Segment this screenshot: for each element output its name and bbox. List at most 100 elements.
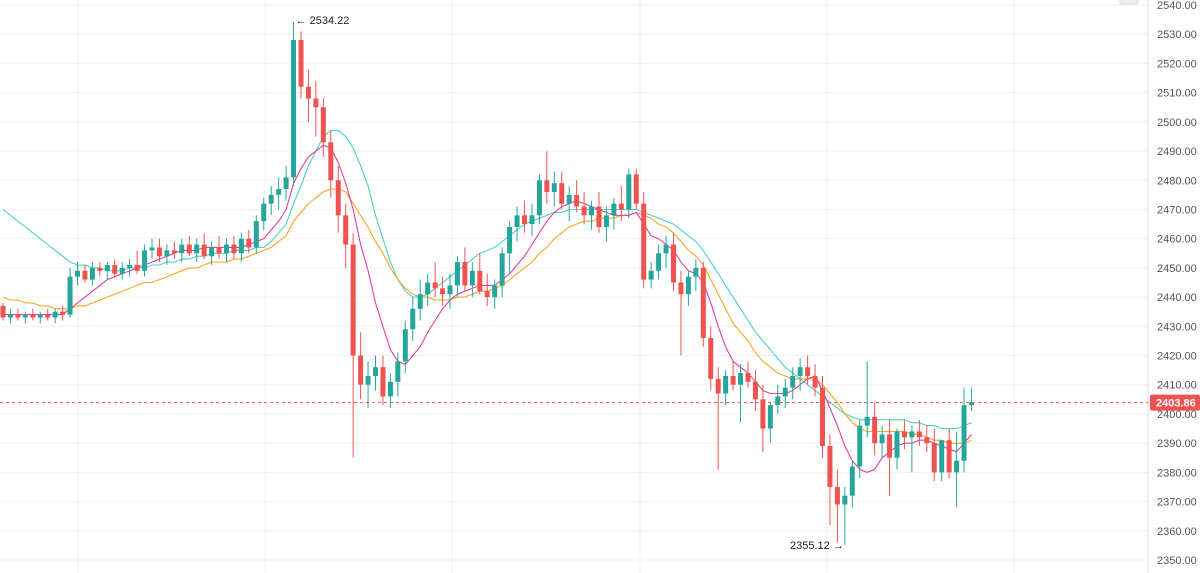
candle-up [961,405,967,461]
candle-down [343,215,349,245]
candle-up [425,282,431,295]
candle-down [931,443,937,473]
candle-up [291,40,297,178]
candle-up [89,267,95,280]
y-tick-label: 2430.00 [1157,321,1197,333]
candle-down [320,107,326,143]
candle-down [0,305,6,318]
y-tick-label: 2440.00 [1157,292,1197,304]
candle-down [186,244,192,254]
candle-down [97,267,103,271]
candle-up [67,276,73,315]
candle-up [253,221,259,248]
candle-up [447,285,453,295]
y-tick-label: 2530.00 [1157,29,1197,41]
candle-down [171,250,177,254]
candle-down [231,244,237,254]
candle-up [373,367,378,376]
candle-up [52,311,58,318]
candle-up [589,206,595,216]
candle-down [380,367,386,397]
candle-up [790,375,796,388]
annotations: ← 2534.22 2355.12 → [296,15,844,552]
candle-down [484,291,490,298]
candle-up [365,375,371,385]
candle-down [700,267,706,338]
candle-up [909,431,915,438]
current-price-label: 2403.86 [1156,398,1196,410]
candle-down [45,314,51,318]
candle-up [693,267,699,277]
candle-up [469,270,475,286]
candle-up [164,250,170,257]
candle-down [462,262,468,286]
candle-down [313,98,319,108]
candle-down [246,238,252,248]
candle-down [618,203,624,210]
candle-up [127,264,133,268]
candle-up [514,215,520,227]
candle-down [641,203,647,280]
y-tick-label: 2370.00 [1157,497,1197,509]
candle-up [738,373,744,385]
y-tick-label: 2390.00 [1157,438,1197,450]
high-annotation: ← 2534.22 [296,15,350,27]
candle-down [820,387,825,447]
candle-down [440,288,446,295]
candle-down [559,183,565,204]
candle-up [395,361,401,382]
y-tick-label: 2400.00 [1157,409,1197,421]
candle-down [156,247,162,257]
y-tick-label: 2510.00 [1157,88,1197,100]
candle-up [283,177,289,190]
candle-up [417,294,423,309]
y-tick-label: 2540.00 [1157,0,1197,12]
candle-down [827,446,833,487]
candle-down [678,282,684,295]
candle-down [82,270,88,280]
candle-up [797,367,803,376]
candle-down [901,431,907,438]
candle-up [551,183,557,192]
candle-down [544,180,550,192]
candle-up [454,262,460,286]
y-tick-label: 2520.00 [1157,58,1197,70]
candle-up [879,434,885,444]
candle-up [857,425,863,467]
candle-down [708,338,714,379]
candle-down [574,194,580,207]
candle-down [15,314,21,318]
y-tick-label: 2480.00 [1157,175,1197,187]
candle-up [626,174,632,210]
candle-down [358,355,364,385]
candle-down [335,180,341,216]
candle-down [328,142,334,181]
candle-down [134,264,140,271]
settings-icon[interactable] [1119,0,1139,5]
candle-up [603,215,609,227]
candle-up [142,250,148,271]
candle-up [37,314,43,318]
candle-up [969,402,974,406]
candle-down [671,244,676,283]
candle-down [216,247,222,254]
candle-down [812,375,818,388]
y-tick-label: 2460.00 [1157,234,1197,246]
candle-up [119,267,125,274]
candle-down [596,206,602,227]
candle-up [767,405,773,429]
candle-down [924,437,930,444]
ma-fast-line [3,144,972,473]
candle-up [566,194,572,204]
candle-down [872,416,878,444]
candle-down [112,264,118,274]
candle-up [387,381,393,397]
candle-down [805,367,811,376]
candle-up [238,238,244,254]
candle-down [30,314,36,318]
candle-up [529,215,535,225]
candle-up [261,203,267,222]
current-price-badge[interactable] [1150,394,1200,411]
